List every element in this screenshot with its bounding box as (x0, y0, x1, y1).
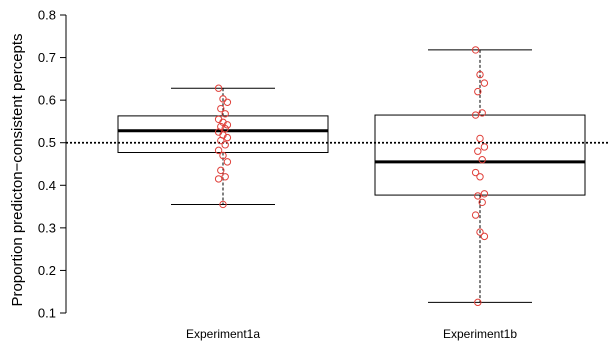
data-point (476, 228, 484, 236)
data-point (480, 79, 489, 87)
data-point (223, 133, 232, 142)
data-point (474, 147, 482, 155)
data-point (476, 70, 484, 79)
data-point (219, 151, 227, 160)
y-tick-label: 0.5 (38, 135, 56, 150)
data-point (223, 158, 232, 166)
data-point (221, 110, 229, 118)
x-category-label: Experiment1a (186, 327, 260, 341)
data-point (217, 104, 225, 113)
box-iqr (374, 114, 586, 196)
data-point (214, 175, 223, 183)
data-point (478, 156, 486, 164)
box-group (117, 49, 586, 303)
data-point (480, 190, 489, 198)
data-point (471, 211, 480, 219)
points-experiment1b (471, 46, 489, 307)
data-point (471, 168, 480, 177)
data-point (223, 121, 232, 129)
box-experiment1a (117, 87, 329, 205)
data-point (480, 143, 489, 151)
y-axis: 0.1 0.2 0.3 0.4 0.5 0.6 0.7 0.8 (38, 8, 67, 321)
data-point (217, 166, 225, 175)
y-tick-label: 0.6 (38, 93, 56, 108)
data-point (221, 173, 229, 181)
data-point (474, 192, 482, 200)
data-point (217, 136, 225, 145)
y-tick-label: 0.3 (38, 220, 56, 235)
y-tick-label: 0.4 (38, 178, 56, 193)
points-group (214, 46, 489, 307)
y-tick-label: 0.1 (38, 306, 56, 321)
data-point (221, 124, 229, 133)
data-point (478, 198, 486, 207)
x-category-label: Experiment1b (443, 327, 517, 341)
data-point (474, 87, 482, 96)
data-point (480, 232, 489, 241)
data-point (471, 46, 480, 54)
box-experiment1b (374, 49, 586, 303)
y-tick-label: 0.7 (38, 50, 56, 65)
x-axis-categories: Experiment1a Experiment1b (186, 327, 517, 341)
points-experiment1a (214, 84, 232, 209)
y-tick-label: 0.2 (38, 263, 56, 278)
data-point (471, 111, 480, 119)
data-point (219, 200, 227, 209)
y-tick-label: 0.8 (38, 8, 56, 23)
data-point (478, 109, 486, 117)
data-point (214, 84, 223, 92)
data-point (476, 134, 484, 143)
data-point (476, 173, 484, 181)
y-axis-label: Proportion predicton−consistent percepts (9, 33, 26, 306)
data-point (214, 146, 223, 155)
data-point (474, 298, 482, 307)
data-point (223, 98, 232, 106)
data-point (221, 141, 229, 149)
